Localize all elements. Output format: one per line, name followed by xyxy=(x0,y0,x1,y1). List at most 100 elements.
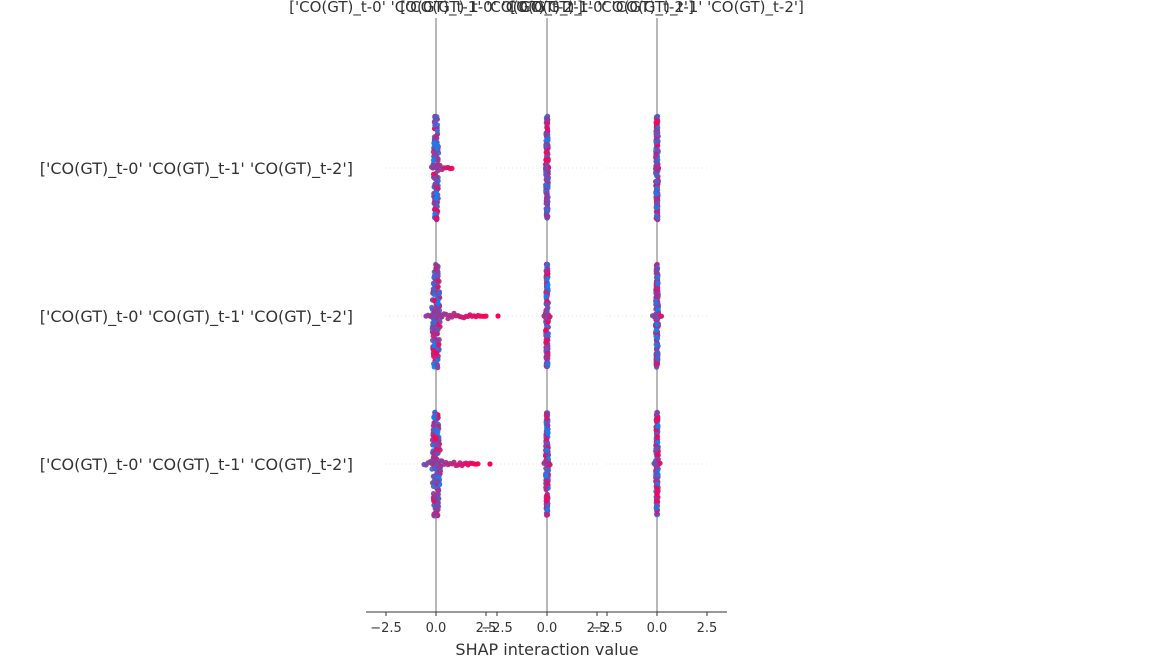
point-r3-c1-151 xyxy=(431,478,437,484)
point-r3-c1-113 xyxy=(430,423,436,429)
point-r2-c1-163 xyxy=(435,327,441,333)
point-r2-c2-157 xyxy=(545,360,551,367)
row-label-1: ['CO(GT)_t-0' 'CO(GT)_t-1' 'CO(GT)_t-2'] xyxy=(40,159,353,179)
point-r1-c3-168 xyxy=(655,138,661,145)
point-r3-c1-161 xyxy=(434,451,440,457)
point-r3-c3-169 xyxy=(654,433,660,440)
point-r1-c2-159 xyxy=(544,147,550,153)
point-r3-c2-167 xyxy=(543,498,549,504)
point-r1-c3-142 xyxy=(654,185,660,191)
point-r1-c1-131 xyxy=(430,157,437,163)
point-r2-c2-166 xyxy=(544,355,550,362)
point-r2-c1-162 xyxy=(433,350,439,356)
point-r2-c2-169 xyxy=(545,282,551,288)
point-r3-c1-outlier xyxy=(487,461,493,467)
point-r2-c1-145 xyxy=(430,281,437,287)
point-r2-c1-133 xyxy=(435,304,441,310)
point-r2-c1-130 xyxy=(431,361,437,367)
column-title-3: ['CO(GT)_t-0' 'CO(GT)_t-1' 'CO(GT)_t-2'] xyxy=(510,0,804,17)
row-labels: ['CO(GT)_t-0' 'CO(GT)_t-1' 'CO(GT)_t-2']… xyxy=(40,159,353,475)
point-r2-c3-169 xyxy=(653,294,659,300)
point-r1-c1-172 xyxy=(437,162,443,168)
point-r1-c3-157 xyxy=(654,204,660,210)
point-r3-c1-191 xyxy=(475,461,481,467)
point-r2-c1-125 xyxy=(434,264,440,270)
point-r1-c3-137 xyxy=(654,172,660,178)
x-axes: −2.5 0.0 2.5−2.5 0.0 2.5−2.5 0.0 2.5 xyxy=(366,611,727,636)
point-r2-c2-148 xyxy=(543,339,549,345)
point-r2-c1-201 xyxy=(423,313,429,319)
point-r3-c2-63 xyxy=(544,512,550,518)
point-r1-c3-167 xyxy=(655,125,661,131)
point-r1-c3-149 xyxy=(654,179,660,185)
point-r3-c3-168 xyxy=(653,445,659,452)
point-r3-c1-148 xyxy=(432,412,438,418)
point-r1-c3-164 xyxy=(654,200,661,206)
point-r3-c3-151 xyxy=(655,415,661,421)
point-r1-c2-174 xyxy=(544,162,550,168)
point-r3-c1-152 xyxy=(436,488,442,494)
point-r1-c3-158 xyxy=(655,113,661,119)
point-r1-c2-158 xyxy=(544,195,550,201)
point-r1-c3-177 xyxy=(652,166,659,172)
point-r3-c2-169 xyxy=(544,447,550,453)
point-r3-c1-163 xyxy=(434,505,440,512)
point-r2-c1-120 xyxy=(430,333,436,339)
point-r3-c3-173 xyxy=(657,460,663,466)
point-r2-c3-160 xyxy=(654,335,661,341)
point-r2-c3-140 xyxy=(653,327,659,333)
point-r2-c1-112 xyxy=(436,289,442,295)
point-r1-c2-162 xyxy=(543,143,549,149)
point-r3-c2-168 xyxy=(543,484,549,490)
point-r1-c1-157 xyxy=(434,146,440,152)
point-r3-c2-149 xyxy=(544,416,550,422)
point-r1-c1-168 xyxy=(432,120,438,126)
point-r1-c2-166 xyxy=(545,199,551,205)
point-r2-c1-175 xyxy=(443,311,449,317)
point-r2-c3-155 xyxy=(653,270,659,276)
point-r1-c2-177 xyxy=(542,166,549,172)
point-r2-c2-177 xyxy=(541,313,547,319)
point-r3-c2-154 xyxy=(545,422,551,428)
point-r3-c1-168 xyxy=(435,478,441,484)
point-r3-c1-198 xyxy=(421,461,427,468)
point-r1-c1-166 xyxy=(431,200,437,206)
point-r2-c1-161 xyxy=(434,277,440,284)
point-r1-c2-163 xyxy=(544,207,550,213)
row-label-2: ['CO(GT)_t-0' 'CO(GT)_t-1' 'CO(GT)_t-2'] xyxy=(40,307,353,327)
point-r2-c2-154 xyxy=(544,276,550,282)
point-r2-c1-160 xyxy=(435,342,441,348)
point-r1-c1-152 xyxy=(432,206,438,212)
column-titles: ['CO(GT)_t-0' 'CO(GT)_t-1' 'CO(GT)_t-2']… xyxy=(289,0,804,17)
point-r2-c3-148 xyxy=(653,299,659,305)
point-r1-c1-145 xyxy=(435,158,441,164)
point-r1-c1-178 xyxy=(449,165,455,171)
point-r3-c3-177 xyxy=(651,460,657,467)
point-r2-c3-168 xyxy=(654,361,660,367)
point-r1-c2-123 xyxy=(543,157,549,163)
point-r1-c1-167 xyxy=(433,116,439,122)
point-r3-c1-107 xyxy=(430,473,436,479)
point-r3-c1-158 xyxy=(434,441,440,448)
point-r2-c3-165 xyxy=(655,274,661,280)
point-r3-c3-167 xyxy=(655,423,661,429)
x-tick-label-3-1: −2.5 xyxy=(591,621,623,636)
point-r1-c1-171 xyxy=(435,168,441,174)
point-r3-c3-162 xyxy=(654,470,660,476)
point-r2-c1-164 xyxy=(431,320,437,326)
point-r3-c1-156 xyxy=(430,483,437,489)
point-r2-c3-135 xyxy=(653,266,660,272)
x-tick-label-3-3: 2.5 xyxy=(697,621,718,636)
scatter-points xyxy=(421,113,665,519)
x-tick-label-1-2: 0.0 xyxy=(426,621,447,636)
point-r1-c3-166 xyxy=(653,152,659,158)
point-r3-c2-159 xyxy=(545,430,551,436)
point-r1-c1-182 xyxy=(428,164,435,170)
point-r1-c1-137 xyxy=(433,180,439,186)
point-r3-c2-160 xyxy=(544,478,550,484)
point-r2-c2-104 xyxy=(545,261,551,267)
point-r3-c2-156 xyxy=(544,506,551,513)
point-r2-c2-167 xyxy=(544,309,550,315)
point-r1-c1-150 xyxy=(434,128,440,134)
